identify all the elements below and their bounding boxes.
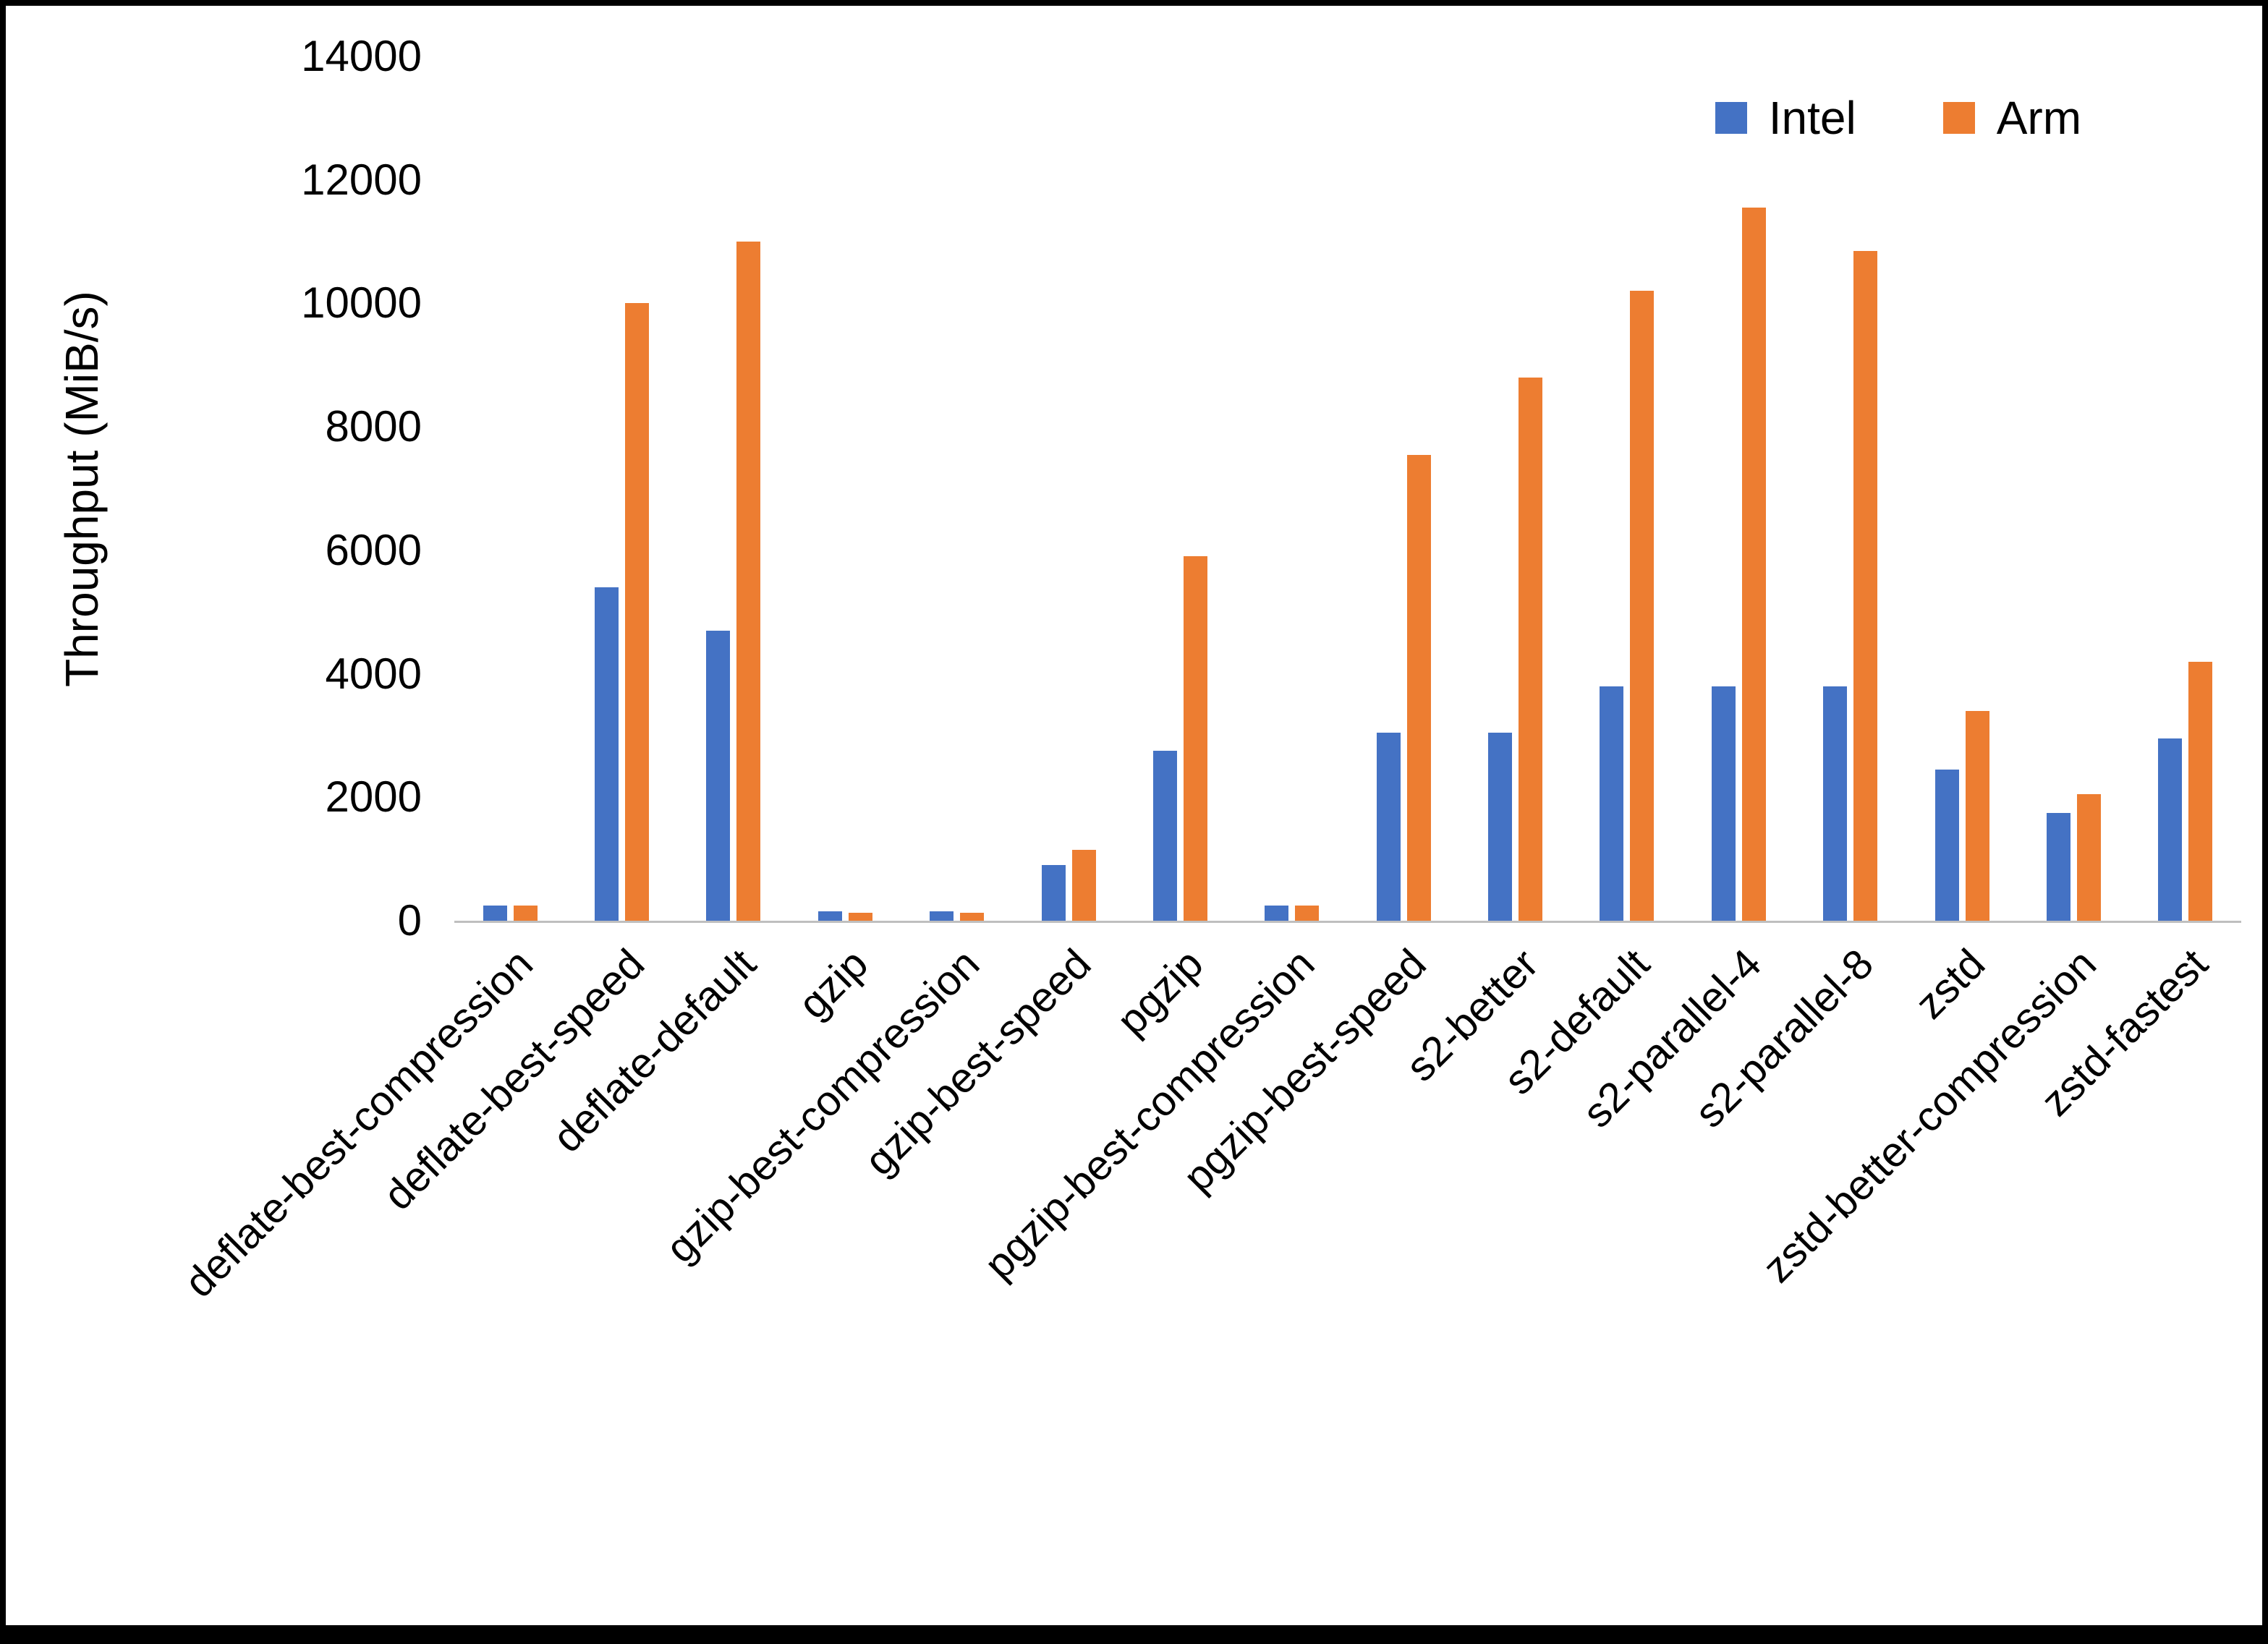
bar-arm-deflate-best-speed	[625, 303, 650, 921]
bar-arm-pgzip-best-compression	[1295, 905, 1320, 921]
bar-group-deflate-best-compression	[454, 56, 566, 921]
bar-group-zstd-fastest	[2130, 56, 2241, 921]
bar-arm-zstd-better-compression	[2076, 794, 2101, 921]
bar-arm-pgzip	[1183, 556, 1207, 921]
bar-arm-pgzip-best-speed	[1406, 454, 1431, 921]
bar-intel-s2-parallel-4	[1711, 686, 1736, 921]
y-axis-tick-label: 2000	[325, 772, 422, 822]
bar-intel-s2-parallel-8	[1823, 686, 1848, 921]
bar-group-gzip	[789, 56, 901, 921]
bar-intel-deflate-best-compression	[483, 905, 507, 921]
bar-group-s2-better	[1459, 56, 1571, 921]
bar-group-gzip-best-speed	[1013, 56, 1124, 921]
bar-intel-zstd-better-compression	[2046, 812, 2070, 921]
legend-swatch-arm	[1942, 102, 1975, 134]
bar-arm-gzip-best-speed	[1071, 849, 1096, 921]
bar-arm-deflate-best-compression	[513, 905, 538, 921]
bar-group-s2-parallel-8	[1795, 56, 1906, 921]
bar-group-s2-default	[1571, 56, 1683, 921]
y-axis-tick-labels: 0 2000 4000 6000 8000 10000 12000 14000	[6, 35, 422, 942]
bar-group-pgzip-best-compression	[1236, 56, 1348, 921]
bar-group-pgzip	[1124, 56, 1236, 921]
legend-label-intel: Intel	[1768, 92, 1856, 144]
bar-arm-s2-parallel-8	[1853, 250, 1878, 921]
bar-group-gzip-best-compression	[901, 56, 1013, 921]
bar-group-zstd	[1906, 56, 2018, 921]
y-axis-tick-label: 4000	[325, 649, 422, 698]
bar-intel-deflate-best-speed	[595, 587, 619, 921]
bar-arm-deflate-default	[736, 242, 761, 921]
plot-area	[454, 56, 2241, 923]
bar-group-zstd-better-compression	[2018, 56, 2129, 921]
bar-intel-s2-better	[1488, 732, 1513, 921]
bar-intel-zstd-fastest	[2158, 738, 2183, 921]
bar-intel-zstd	[1934, 769, 1959, 921]
y-axis-tick-label: 6000	[325, 525, 422, 574]
bar-intel-pgzip	[1152, 751, 1177, 921]
bar-arm-gzip	[848, 912, 872, 921]
y-axis-tick-label: 10000	[301, 278, 422, 328]
bar-arm-zstd	[1965, 710, 1989, 921]
bar-group-deflate-default	[678, 56, 789, 921]
y-axis-tick-label: 12000	[301, 155, 422, 204]
legend: Intel Arm	[1715, 91, 2081, 145]
legend-item-intel: Intel	[1715, 91, 1856, 145]
bar-arm-s2-default	[1630, 291, 1655, 921]
bar-intel-gzip-best-compression	[930, 911, 954, 921]
bar-intel-gzip	[817, 911, 842, 921]
bar-arm-gzip-best-compression	[960, 912, 985, 921]
bar-group-deflate-best-speed	[566, 56, 677, 921]
bar-intel-pgzip-best-compression	[1265, 905, 1289, 921]
bar-group-s2-parallel-4	[1683, 56, 1794, 921]
y-axis-tick-label: 14000	[301, 32, 422, 80]
bar-intel-gzip-best-speed	[1041, 865, 1066, 921]
y-axis-tick-label: 8000	[325, 402, 422, 451]
bar-intel-s2-default	[1600, 686, 1624, 921]
bar-arm-zstd-fastest	[2188, 661, 2213, 921]
legend-swatch-intel	[1715, 102, 1747, 134]
bar-group-pgzip-best-speed	[1348, 56, 1459, 921]
x-axis-labels: deflate-best-compression deflate-best-spe…	[175, 940, 2217, 1307]
legend-item-arm: Arm	[1942, 91, 2081, 145]
y-axis-tick-label: 0	[397, 896, 422, 945]
legend-label-arm: Arm	[1996, 92, 2081, 144]
bar-intel-pgzip-best-speed	[1376, 732, 1401, 921]
bar-arm-s2-better	[1519, 377, 1543, 921]
bar-intel-deflate-default	[706, 630, 731, 921]
bar-arm-s2-parallel-4	[1741, 208, 1766, 921]
